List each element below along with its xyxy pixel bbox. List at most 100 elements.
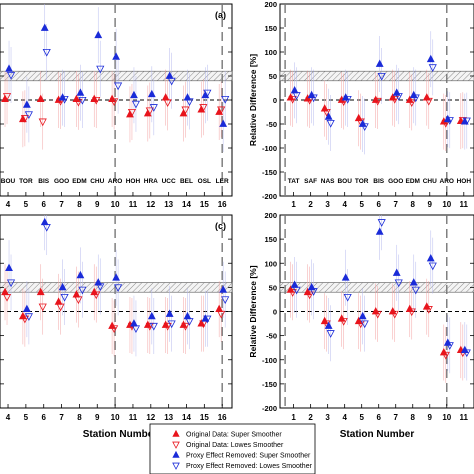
data-point (131, 325, 141, 334)
data-point (112, 273, 121, 281)
data-point (145, 322, 154, 331)
data-point (377, 72, 386, 81)
data-point (20, 315, 29, 324)
data-point (217, 106, 226, 115)
data-point (426, 253, 435, 262)
y-axis-label: Relative Difference [%] (248, 54, 258, 146)
data-point (443, 114, 452, 123)
station-code-label: SAF (304, 178, 317, 185)
bottom-left-xlabel: Station Number (83, 429, 158, 440)
data-point (76, 88, 85, 96)
station-number-label: 4 (342, 413, 347, 422)
data-point (130, 90, 138, 99)
data-point (203, 89, 212, 98)
panel-a: (a) 4 BOU 5 TOR 6 BIS 7 GOO 8 EDM 9 CHU 10 ARO 11 HOH 12 H… (0, 3, 233, 209)
data-point (145, 107, 154, 116)
data-point (373, 310, 382, 319)
data-point (90, 94, 99, 102)
data-markers (286, 31, 471, 155)
panel-c: (c) 4 5 6 7 8 9 10 11 12 13 14 15 16 (0, 214, 233, 422)
panel-label: (a) (215, 10, 226, 20)
y-tick-label: 200 (264, 0, 277, 9)
data-point (60, 293, 69, 302)
station-code-label: EDM (72, 178, 86, 185)
data-point (147, 311, 156, 320)
data-point (96, 283, 105, 292)
data-point (203, 315, 212, 324)
station-code-label: BIS (373, 178, 385, 185)
y-tick-label: 50 (269, 283, 277, 292)
data-point (2, 93, 12, 101)
station-code-label: ARO (108, 178, 122, 185)
station-number-label: 4 (6, 200, 11, 209)
data-point (407, 308, 416, 317)
data-point (390, 95, 399, 104)
data-point (185, 98, 194, 107)
data-point (149, 104, 158, 112)
station-number-label: 10 (111, 200, 120, 209)
data-point (392, 268, 401, 276)
data-point (343, 95, 352, 104)
station-number-label: 15 (200, 413, 209, 422)
legend-label: Original Data: Super Smoother (186, 432, 282, 439)
data-point (394, 93, 403, 101)
data-point (5, 64, 13, 72)
station-code-label: HOH (457, 178, 472, 185)
data-point (324, 321, 333, 329)
data-point (78, 286, 87, 295)
station-number-label: 11 (460, 200, 469, 209)
data-point (339, 318, 348, 326)
data-point (445, 117, 454, 125)
data-point (377, 219, 386, 227)
station-code-label: LER (216, 178, 229, 185)
station-number-label: 2 (308, 200, 313, 209)
data-point (167, 77, 176, 86)
station-code-label: ARO (440, 178, 454, 185)
station-number-label: 3 (325, 413, 330, 422)
data-point (426, 54, 435, 63)
data-point (358, 311, 367, 320)
data-point (375, 59, 384, 67)
station-number-label: 5 (24, 413, 29, 422)
station-number-label: 6 (41, 413, 46, 422)
data-point (167, 320, 176, 329)
data-point (92, 291, 101, 300)
station-number-label: 9 (95, 200, 100, 209)
station-code-label: CHU (423, 178, 437, 185)
data-markers (1, 215, 230, 357)
data-point (286, 93, 295, 101)
data-point (181, 322, 190, 331)
station-number-label: 4 (6, 413, 11, 422)
station-number-label: 7 (393, 413, 398, 422)
data-point (292, 92, 301, 100)
station-number-label: 10 (442, 413, 451, 422)
station-number-label: 9 (428, 413, 433, 422)
station-code-label: BOU (337, 178, 352, 185)
station-number-label: 16 (218, 413, 227, 422)
station-number-label: 5 (359, 413, 364, 422)
legend-marker (172, 450, 180, 458)
station-number-label: 10 (442, 200, 451, 209)
station-code-label: HOH (126, 178, 141, 185)
data-point (38, 118, 47, 127)
y-tick-label: 200 (264, 211, 277, 220)
data-point (181, 106, 190, 115)
panel-b: -200 -150 -100 -50 0 50 100 150 200 Relative Diff… (248, 0, 474, 209)
data-markers (286, 215, 471, 383)
data-point (407, 99, 416, 108)
station-number-label: 3 (325, 200, 330, 209)
station-number-label: 12 (146, 413, 155, 422)
station-number-label: 13 (164, 200, 173, 209)
data-point (94, 30, 103, 39)
y-tick-label: 100 (264, 48, 277, 57)
data-point (6, 279, 16, 288)
legend-marker (172, 441, 180, 449)
station-number-label: 7 (393, 200, 398, 209)
station-number-label: 5 (24, 200, 29, 209)
data-point (428, 64, 437, 73)
data-point (20, 115, 29, 123)
data-point (219, 119, 228, 127)
panel-d: -200 -150 -100 -50 0 50 100 150 200 Relative Diff… (248, 211, 474, 440)
data-point (114, 82, 123, 91)
